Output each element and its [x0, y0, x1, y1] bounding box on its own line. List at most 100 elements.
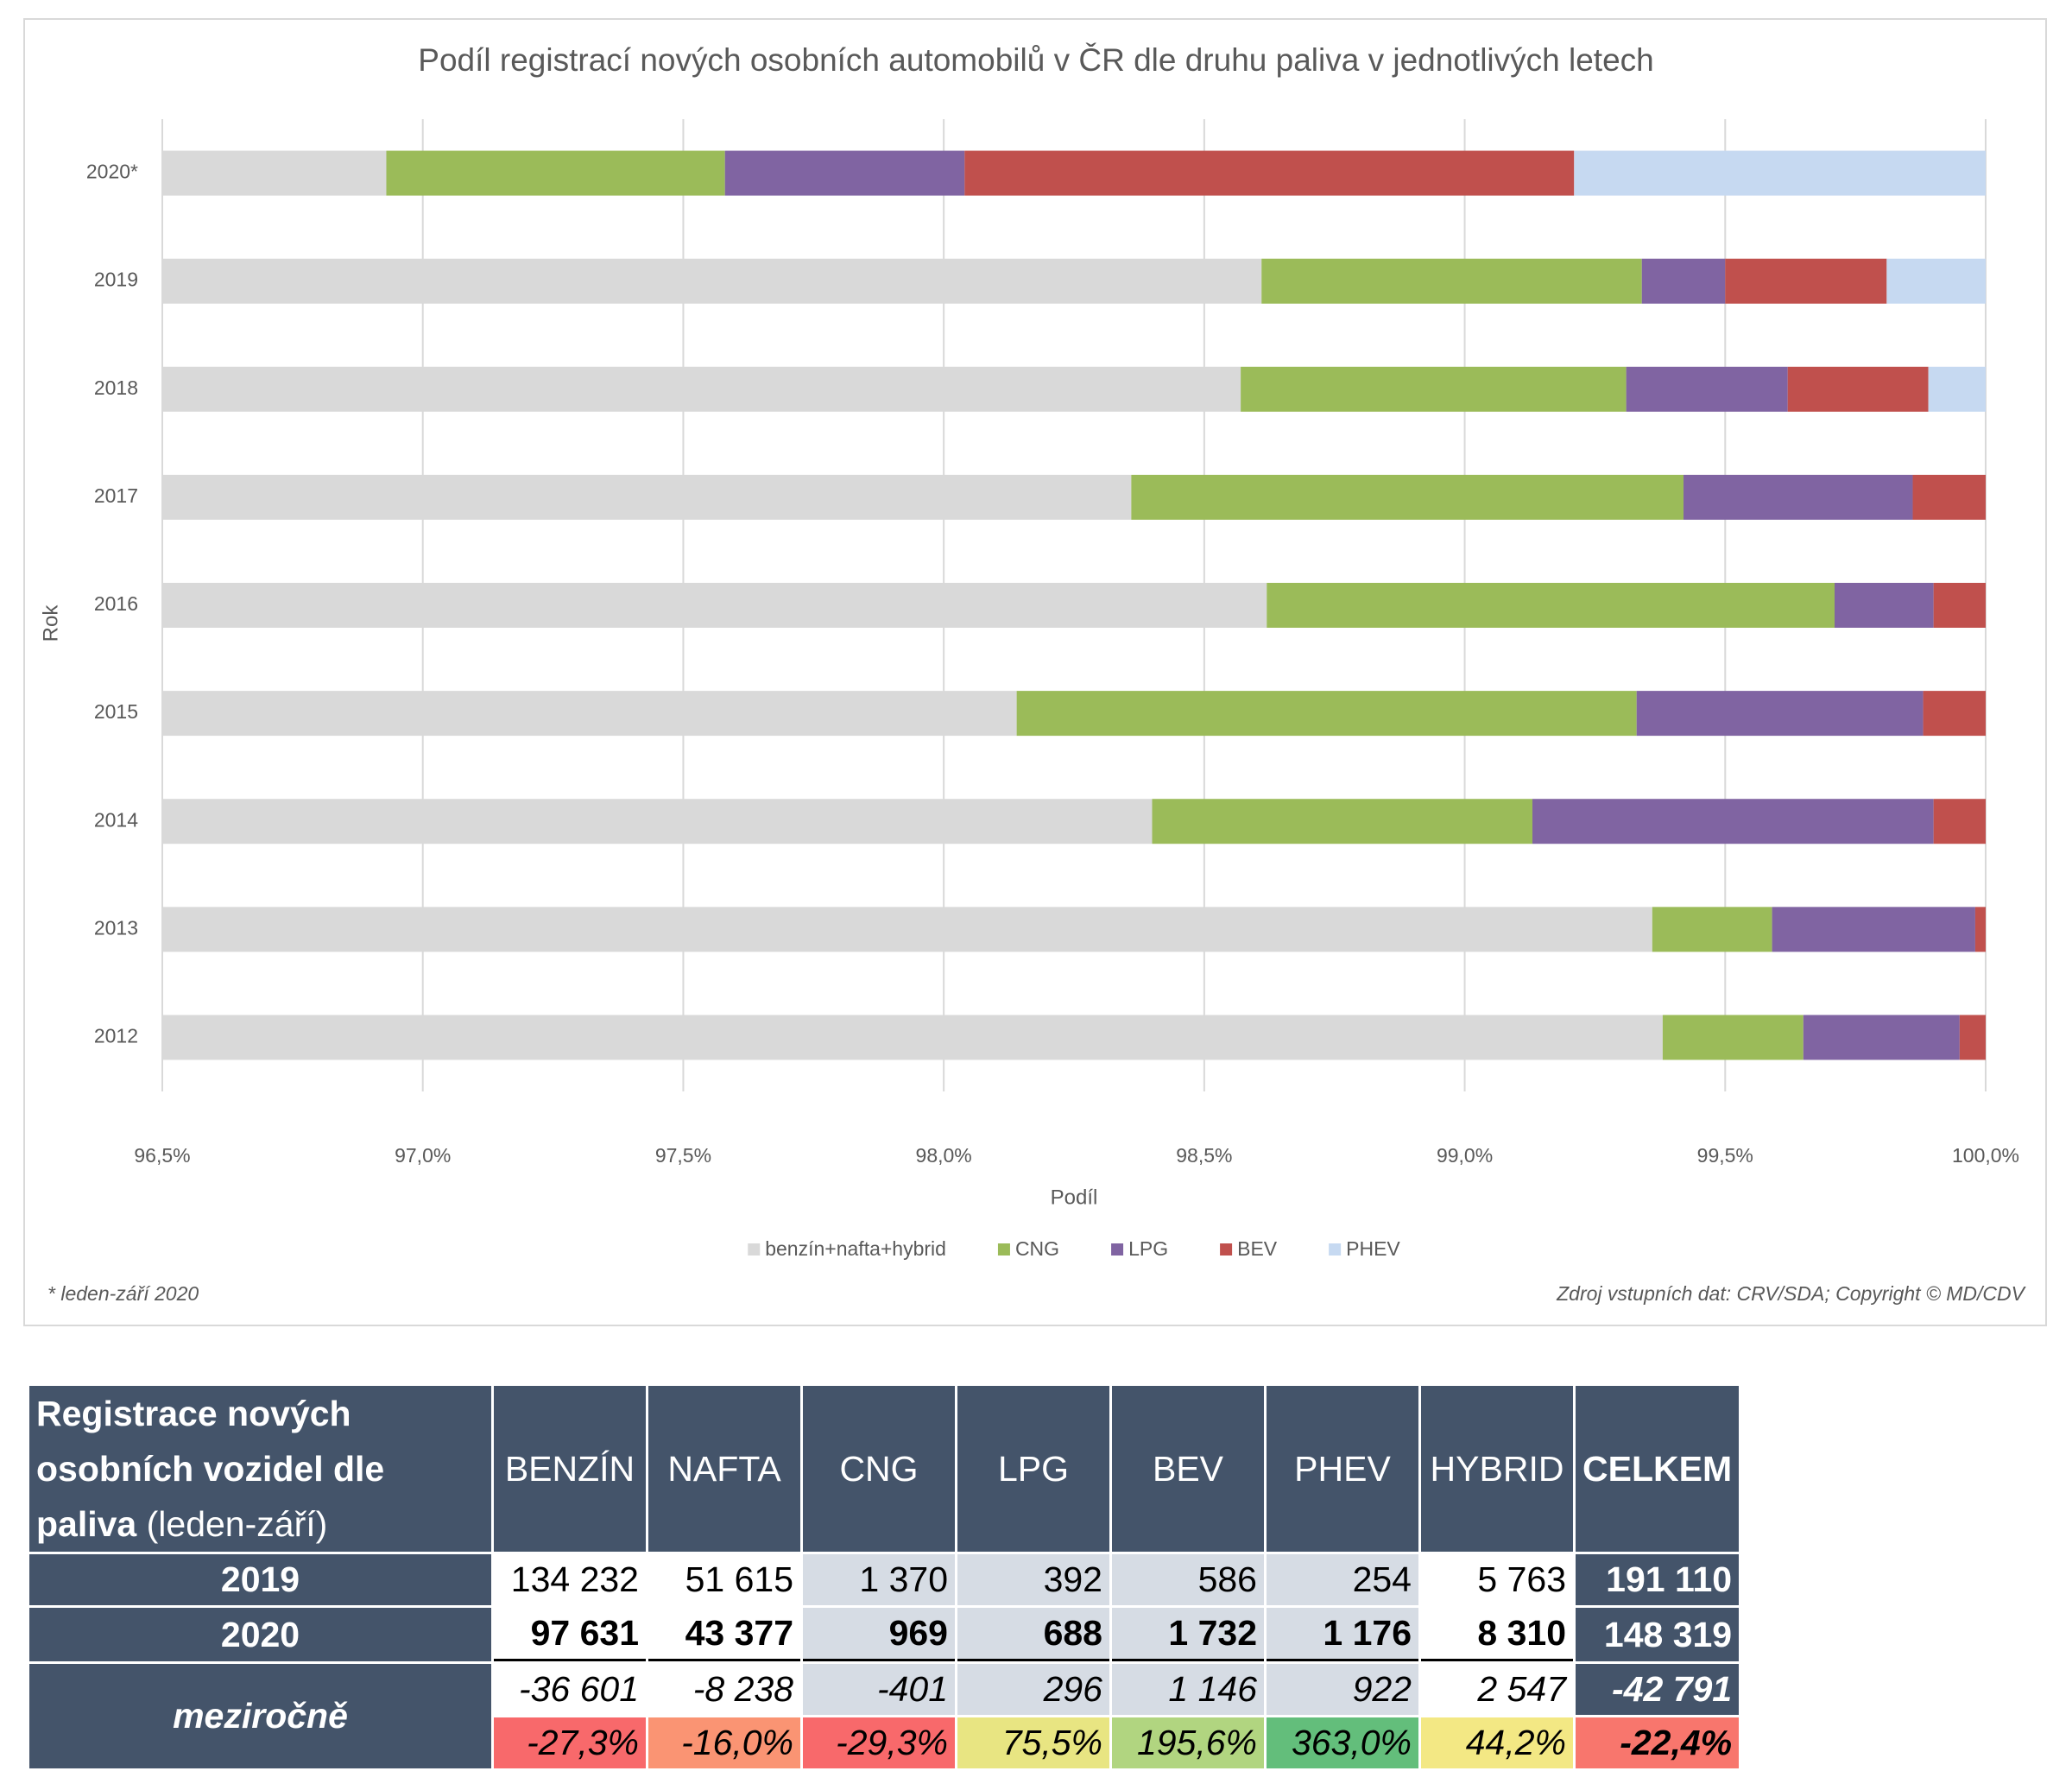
- table-cell: 1 732: [1112, 1608, 1264, 1661]
- bar-segment: [1725, 258, 1887, 304]
- table-row: 2019 134 232 51 615 1 370 392 586 254 5 763 191 …: [29, 1554, 1740, 1605]
- table-cell: -42 791: [1576, 1664, 1740, 1715]
- bar-segment: [162, 474, 1132, 520]
- table-cell: -22,4%: [1576, 1717, 1740, 1768]
- y-tick-label: 2019: [94, 269, 138, 291]
- yoy-row: -27,3% -16,0% -29,3% 75,5% 195,6% 363,0% 44,2%…: [29, 1717, 1740, 1768]
- x-tick-label: 99,0%: [1437, 1144, 1493, 1167]
- bar-segment: [1532, 799, 1934, 844]
- bar-segment: [1912, 474, 1986, 520]
- bar-segment: [1923, 691, 1986, 737]
- table-cell: 148 319: [1576, 1608, 1740, 1661]
- x-tick-label: 99,5%: [1697, 1144, 1753, 1167]
- column-header: CELKEM: [1576, 1386, 1740, 1552]
- bar-segment: [1016, 691, 1637, 737]
- x-tick-label: 98,0%: [916, 1144, 972, 1167]
- table-cell: 5 763: [1421, 1554, 1573, 1605]
- x-tick-label: 97,0%: [395, 1144, 451, 1167]
- table-cell: 2 547: [1421, 1664, 1573, 1715]
- y-tick-label: 2013: [94, 916, 138, 939]
- bar-segment: [1787, 366, 1929, 412]
- bar-segment: [1267, 583, 1835, 628]
- bar-segment: [162, 691, 1017, 737]
- bar-segment: [1835, 583, 1934, 628]
- table-cell: 1 146: [1112, 1664, 1264, 1715]
- bar-segment: [1933, 583, 1986, 628]
- table-cell: -29,3%: [803, 1717, 955, 1768]
- bar-segment: [1152, 799, 1533, 844]
- table-cell: -16,0%: [648, 1717, 800, 1768]
- table-cell: 191 110: [1576, 1554, 1740, 1605]
- table-cell: 922: [1267, 1664, 1418, 1715]
- bar-segment: [1684, 474, 1913, 520]
- table-cell: 254: [1267, 1554, 1418, 1605]
- bar-segment: [386, 150, 725, 196]
- row-label: meziročně: [29, 1664, 491, 1768]
- chart-frame: [23, 18, 2047, 1326]
- legend-swatch: [997, 1243, 1010, 1256]
- x-tick-label: 98,5%: [1176, 1144, 1232, 1167]
- bar-segment: [1652, 907, 1772, 952]
- legend-label: benzín+nafta+hybrid: [765, 1237, 946, 1260]
- table-cell: 43 377: [648, 1608, 800, 1661]
- y-tick-label: 2018: [94, 376, 138, 399]
- chart: Podíl registrací nových osobních automob…: [23, 18, 2047, 1326]
- bar-segment: [1636, 691, 1924, 737]
- column-header: BEV: [1112, 1386, 1264, 1552]
- table-cell: 1 176: [1267, 1608, 1418, 1661]
- table-cell: 44,2%: [1421, 1717, 1573, 1768]
- x-tick-label: 96,5%: [134, 1144, 190, 1167]
- footnote: * leden-září 2020: [47, 1282, 199, 1305]
- bar-segment: [964, 150, 1575, 196]
- bar-segment: [1626, 366, 1788, 412]
- x-tick-label: 97,5%: [655, 1144, 711, 1167]
- bar-segment: [1803, 1015, 1960, 1060]
- bar-segment: [1886, 258, 1986, 304]
- table-cell: 134 232: [494, 1554, 646, 1605]
- legend-swatch: [748, 1243, 761, 1256]
- x-tick-label: 100,0%: [1952, 1144, 2019, 1167]
- bar-segment: [162, 1015, 1663, 1060]
- table-row: 2020 97 631 43 377 969 688 1 732 1 176 8 310 148…: [29, 1608, 1740, 1661]
- table-cell: 586: [1112, 1554, 1264, 1605]
- bar-segment: [1241, 366, 1627, 412]
- bar-segment: [162, 150, 387, 196]
- bar-segment: [162, 258, 1262, 304]
- legend-label: LPG: [1128, 1237, 1168, 1260]
- yoy-row: meziročně -36 601 -8 238 -401 296 1 146 922 2 5…: [29, 1664, 1740, 1768]
- column-header: LPG: [957, 1386, 1109, 1552]
- table-cell: -401: [803, 1664, 955, 1715]
- bar-segment: [162, 907, 1652, 952]
- bar-segment: [162, 583, 1267, 628]
- column-header: NAFTA: [648, 1386, 800, 1552]
- y-tick-label: 2020*: [86, 161, 138, 183]
- legend-label: CNG: [1015, 1237, 1059, 1260]
- row-label: 2020: [29, 1608, 491, 1661]
- bar-segment: [1772, 907, 1975, 952]
- table-cell: -36 601: [494, 1664, 646, 1715]
- legend-swatch: [1220, 1243, 1233, 1256]
- data-table: Registrace nových osobních vozidel dle p…: [27, 1383, 1741, 1771]
- x-axis-title: Podíl: [1051, 1186, 1098, 1209]
- legend-swatch: [1111, 1243, 1124, 1256]
- table-cell: 1 370: [803, 1554, 955, 1605]
- table-cell: 296: [957, 1664, 1109, 1715]
- bar-segment: [1928, 366, 1986, 412]
- table-cell: 363,0%: [1267, 1717, 1418, 1768]
- table-cell: 195,6%: [1112, 1717, 1264, 1768]
- legend-label: PHEV: [1346, 1237, 1400, 1260]
- chart-title: Podíl registrací nových osobních automob…: [418, 42, 1653, 78]
- table-cell: 969: [803, 1608, 955, 1661]
- bar-segment: [724, 150, 965, 196]
- y-tick-label: 2016: [94, 592, 138, 615]
- bar-segment: [1574, 150, 1986, 196]
- bar-segment: [162, 366, 1241, 412]
- column-header: HYBRID: [1421, 1386, 1573, 1552]
- bar-segment: [1641, 258, 1726, 304]
- table-cell: 392: [957, 1554, 1109, 1605]
- table-container: Registrace nových osobních vozidel dle p…: [27, 1383, 1741, 1771]
- row-label: 2019: [29, 1554, 491, 1605]
- column-header: PHEV: [1267, 1386, 1418, 1552]
- bar-segment: [1131, 474, 1684, 520]
